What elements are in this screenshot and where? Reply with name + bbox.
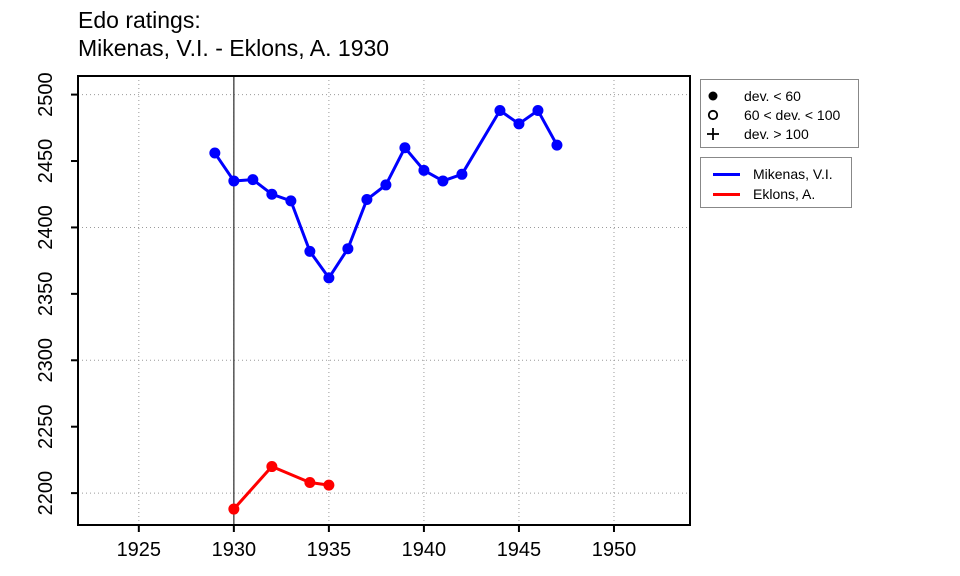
legend-row-dev-lt-60: dev. < 60 bbox=[701, 86, 858, 105]
legend-row-dev-gt-100: dev. > 100 bbox=[701, 124, 858, 143]
data-point bbox=[494, 105, 506, 117]
filled-circle-icon bbox=[708, 91, 718, 100]
x-tick-label: 1950 bbox=[592, 539, 637, 561]
data-point bbox=[380, 179, 392, 191]
data-point bbox=[532, 105, 544, 117]
legend-label: Eklons, A. bbox=[753, 186, 816, 202]
chart-title: Edo ratings: Mikenas, V.I. - Eklons, A. … bbox=[78, 6, 389, 62]
mikenas-line-swatch bbox=[713, 172, 740, 176]
legend-label: dev. < 60 bbox=[744, 87, 801, 104]
legend-row-eklons: Eklons, A. bbox=[701, 184, 851, 204]
data-point bbox=[304, 245, 316, 257]
y-tick-label: 2400 bbox=[35, 205, 57, 250]
y-tick-label: 2200 bbox=[35, 471, 57, 516]
data-point bbox=[418, 164, 430, 176]
chart-title-line1: Edo ratings: bbox=[78, 7, 201, 33]
data-point bbox=[266, 461, 278, 473]
series-legend: Mikenas, V.I. Eklons, A. bbox=[700, 157, 852, 208]
data-point bbox=[247, 174, 259, 186]
deviation-legend: dev. < 60 60 < dev. < 100 dev. > 100 bbox=[700, 79, 859, 148]
chart-title-line2: Mikenas, V.I. - Eklons, A. 1930 bbox=[78, 35, 390, 61]
open-circle-icon bbox=[707, 109, 719, 120]
legend-label: Mikenas, V.I. bbox=[753, 166, 833, 182]
x-tick-label: 1930 bbox=[212, 539, 257, 561]
y-tick-label: 2350 bbox=[35, 272, 57, 317]
data-point bbox=[266, 188, 278, 200]
legend-label: 60 < dev. < 100 bbox=[744, 106, 841, 123]
data-point bbox=[323, 272, 335, 284]
plus-icon bbox=[707, 127, 719, 140]
data-point bbox=[228, 503, 240, 515]
data-point bbox=[304, 476, 316, 488]
legend-row-mikenas: Mikenas, V.I. bbox=[701, 164, 851, 184]
data-point bbox=[551, 139, 563, 151]
data-point bbox=[437, 175, 449, 187]
y-tick-label: 2300 bbox=[35, 338, 57, 383]
data-point bbox=[342, 243, 354, 255]
y-tick-label: 2250 bbox=[35, 404, 57, 449]
data-point bbox=[323, 479, 335, 491]
y-tick-label: 2500 bbox=[35, 72, 57, 117]
plot-border bbox=[77, 75, 691, 526]
series-line-1 bbox=[232, 465, 331, 511]
legend-label: dev. > 100 bbox=[744, 125, 809, 142]
data-point bbox=[456, 168, 468, 180]
data-point bbox=[361, 194, 373, 206]
series-line-0 bbox=[213, 109, 559, 280]
x-tick-label: 1935 bbox=[307, 539, 352, 561]
x-tick-label: 1940 bbox=[402, 539, 447, 561]
x-tick-label: 1945 bbox=[497, 539, 542, 561]
eklons-line-swatch bbox=[713, 192, 740, 196]
data-point bbox=[209, 147, 221, 159]
y-tick-label: 2450 bbox=[35, 139, 57, 184]
data-point bbox=[513, 118, 525, 130]
data-point bbox=[285, 195, 297, 207]
x-tick-label: 1925 bbox=[117, 539, 162, 561]
data-point bbox=[228, 175, 240, 187]
legend-row-dev-60-100: 60 < dev. < 100 bbox=[701, 105, 858, 124]
data-point bbox=[399, 142, 411, 154]
